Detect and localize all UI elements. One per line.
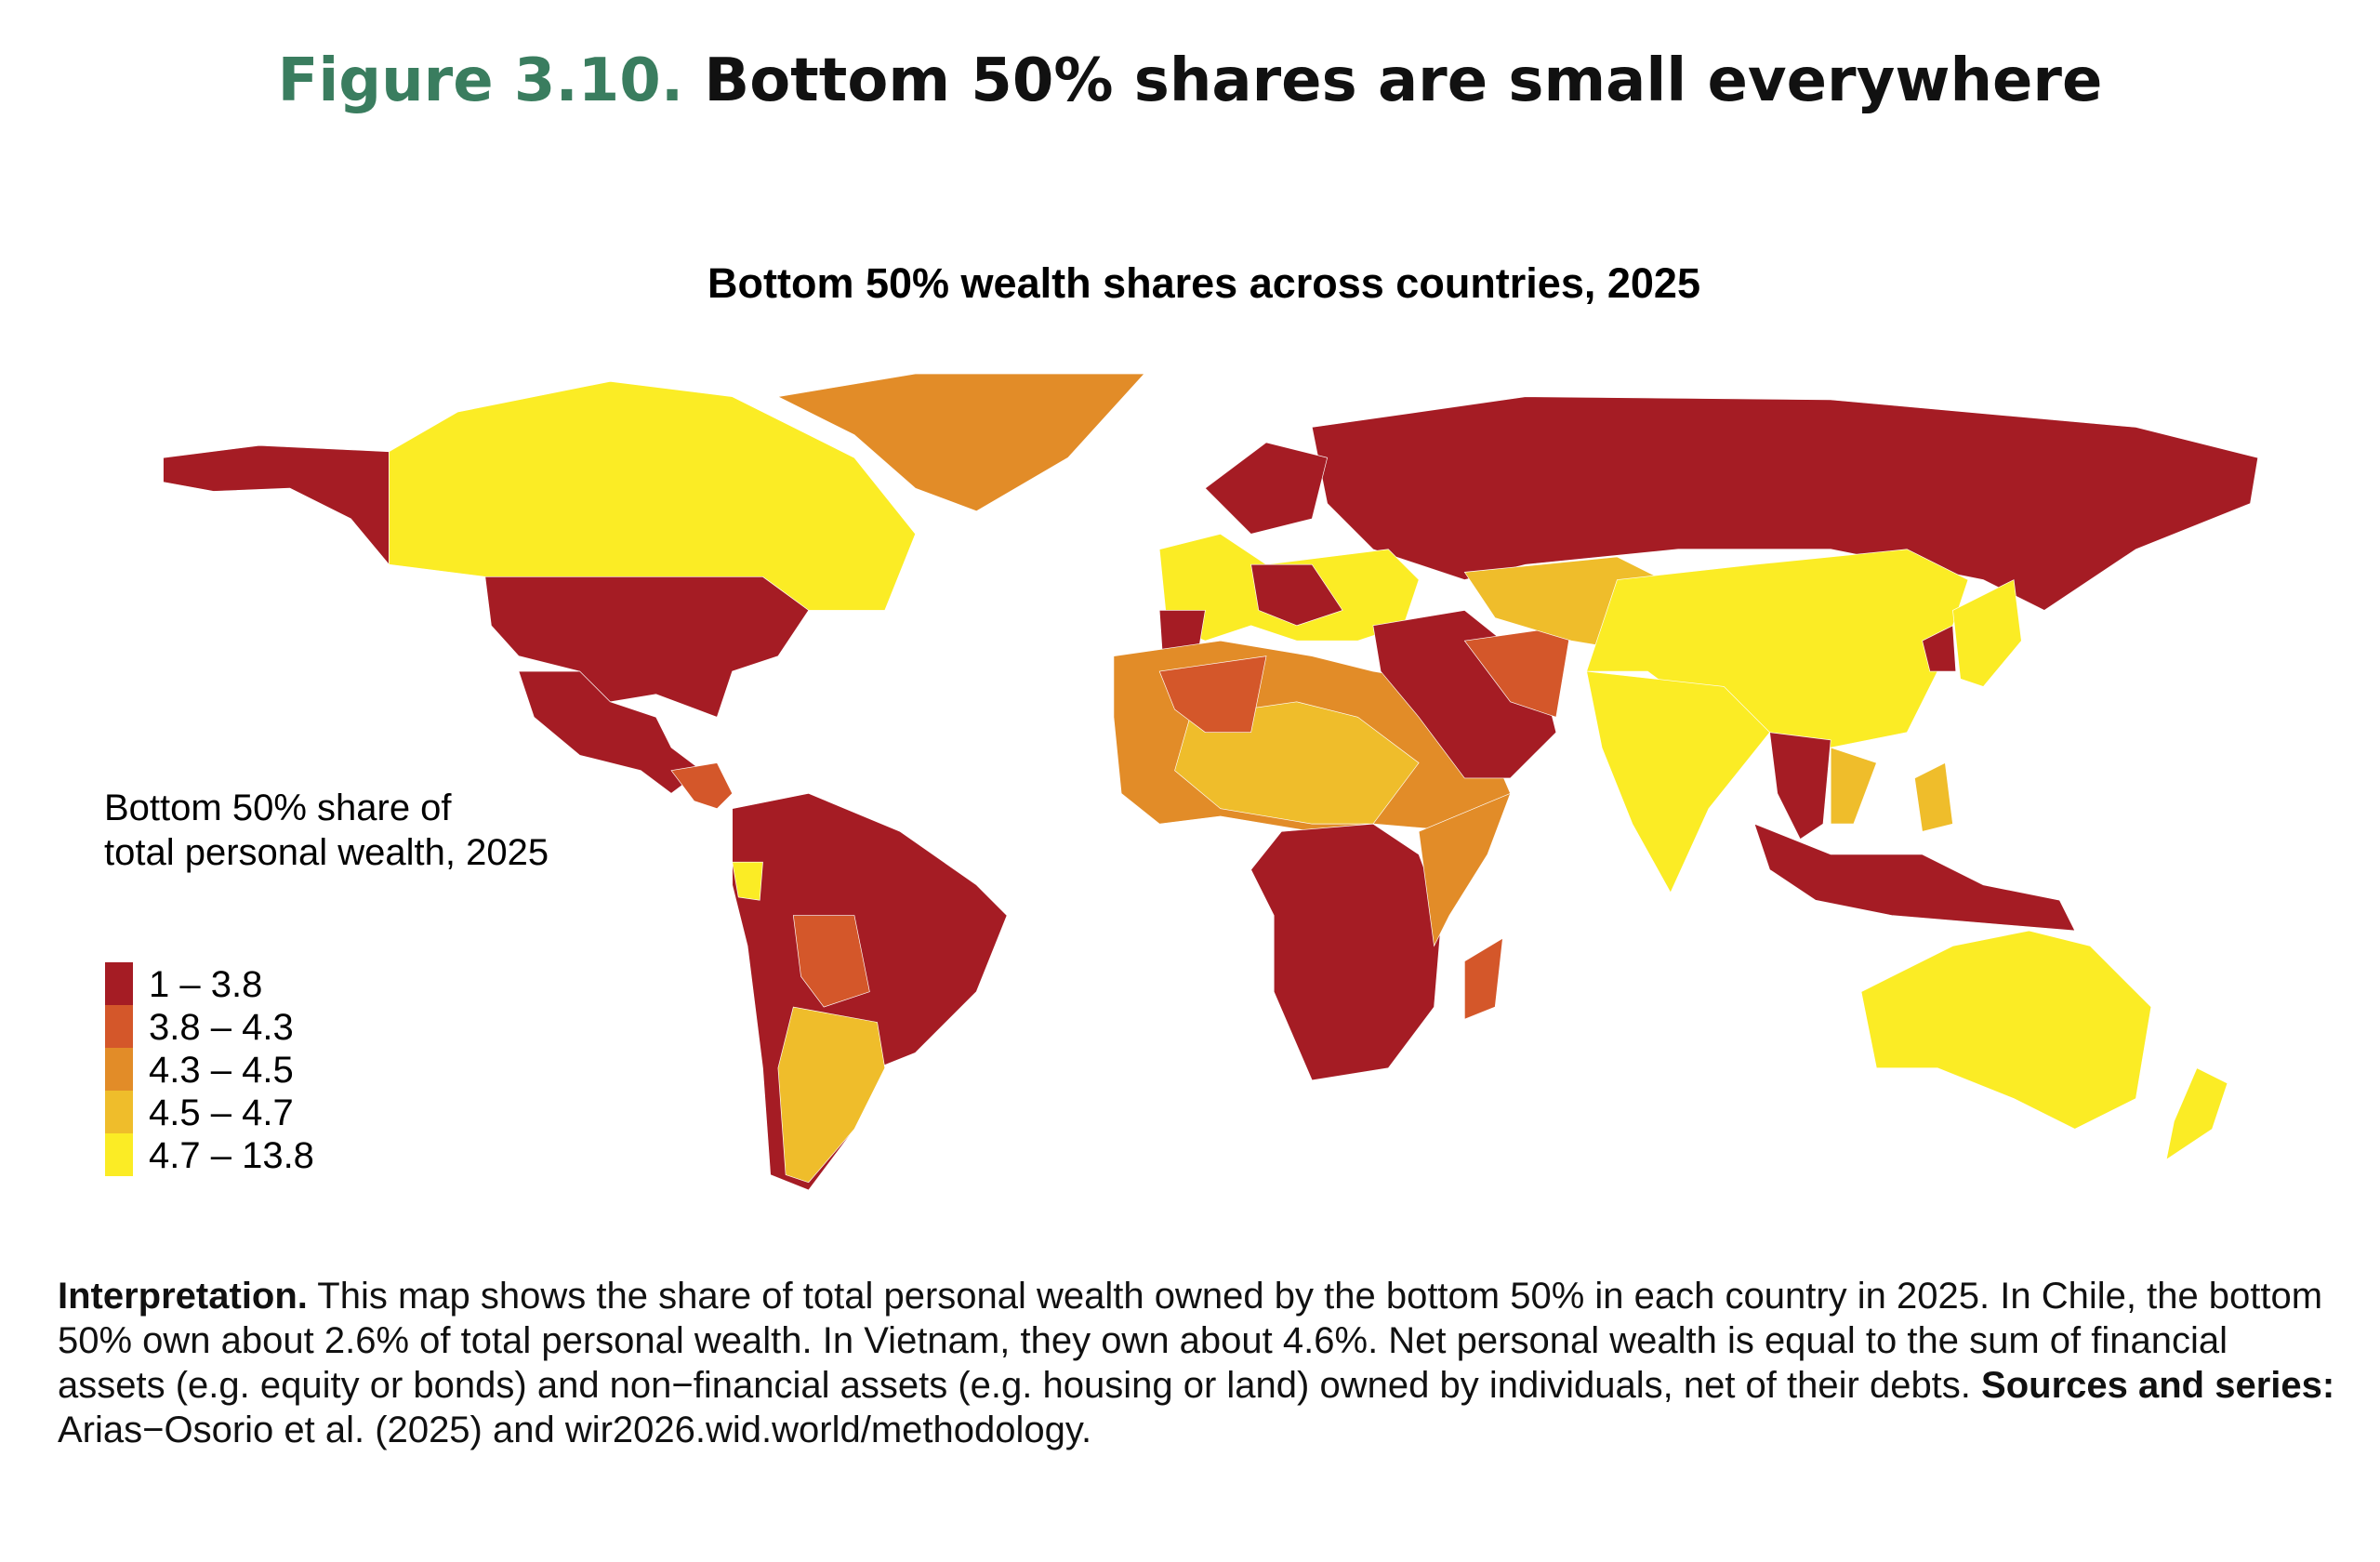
country-region [2165,1067,2228,1160]
figure-label: Figure 3.10. [277,46,684,115]
legend-swatch [105,1133,133,1176]
country-region [1204,442,1329,535]
figure-title: Figure 3.10. Bottom 50% shares are small… [0,46,2380,115]
country-region [1586,670,1770,894]
country-region [792,915,870,1008]
country-region [1586,549,1969,748]
country-region [1860,930,2152,1130]
country-region [1158,655,1267,734]
legend-swatch [105,1091,133,1133]
note-text: Arias−Osorio et al. (2025) and wir2026.w… [58,1410,1092,1450]
legend-label: 4.3 – 4.5 [149,1050,294,1091]
country-region [776,373,1145,512]
legend-swatch [105,962,133,1005]
country-region [1952,579,2022,687]
legend-label: 3.8 – 4.3 [149,1007,294,1048]
country-region [484,576,810,718]
country-region [1250,563,1343,627]
legend-title: Bottom 50% share of [104,788,452,828]
country-region [389,380,916,611]
country-region [1914,761,1953,832]
country-region [1463,625,1572,718]
country-region [1753,823,2076,932]
country-region [1464,937,1503,1020]
legend-swatch [105,1005,133,1048]
note-heading: Interpretation. [58,1276,308,1317]
note-heading: Sources and series: [1981,1365,2335,1406]
legend-label: 4.5 – 4.7 [149,1092,294,1133]
figure-heading: Bottom 50% shares are small everywhere [704,46,2103,115]
country-region [670,762,734,810]
legend-swatch [105,1048,133,1091]
note-text: This map shows the share of total person… [58,1276,2323,1406]
map: Bottom 50% wealth shares across countrie… [104,259,2259,1191]
landmasses [163,373,2259,1191]
country-region [777,1006,886,1184]
country-region [732,861,763,901]
country-region [1418,792,1512,947]
map-subtitle: Bottom 50% wealth shares across countrie… [707,259,1700,307]
legend-label: 4.7 – 13.8 [149,1135,314,1176]
country-region [163,444,390,566]
legend-title: total personal wealth, 2025 [104,832,549,873]
country-region [1922,625,1957,672]
country-region [1769,732,1831,841]
country-region [1830,747,1877,825]
legend-label: 1 – 3.8 [149,964,262,1005]
notes: Interpretation. This map shows the share… [58,1274,2345,1452]
country-region [1250,823,1443,1081]
